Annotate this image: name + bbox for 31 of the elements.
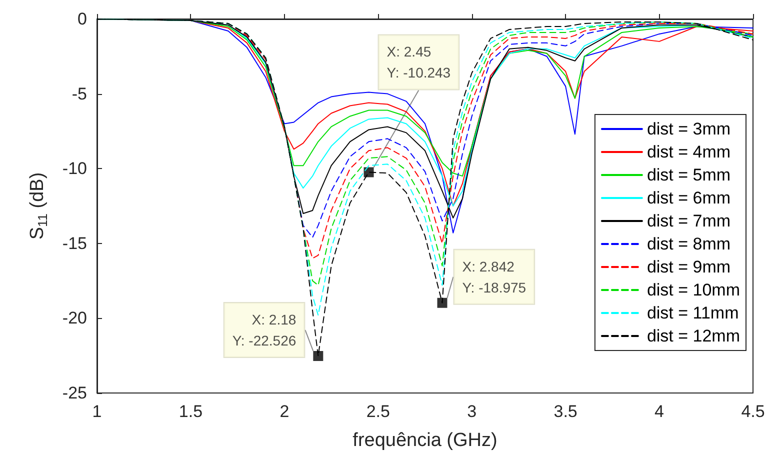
y-tick-label: -15 bbox=[62, 234, 87, 253]
legend-label: dist = 11mm bbox=[646, 304, 739, 322]
x-tick-label: 4.5 bbox=[741, 402, 765, 421]
x-tick-label: 4 bbox=[654, 402, 664, 421]
x-tick-label: 1.5 bbox=[178, 402, 203, 421]
legend-label: dist = 9mm bbox=[646, 258, 731, 276]
y-tick-label: -10 bbox=[62, 159, 87, 178]
legend-label: dist = 12mm bbox=[646, 326, 740, 346]
x-tick-label: 2.5 bbox=[366, 402, 390, 421]
y-tick-label: -20 bbox=[62, 308, 87, 328]
legend-label: dist = 10mm bbox=[646, 280, 740, 300]
legend-label: dist = 4mm bbox=[646, 142, 731, 162]
legend-label: dist = 5mm bbox=[646, 166, 731, 184]
legend-label: dist = 6mm bbox=[646, 188, 731, 208]
annotation: X: 2.18 Y: -22.526 bbox=[232, 311, 296, 348]
y-tick-label: -25 bbox=[62, 384, 87, 402]
point bbox=[437, 298, 448, 308]
x-tick-label: 3.5 bbox=[554, 402, 578, 421]
y-tick-label: -5 bbox=[72, 84, 87, 104]
annotation: X: 2.45 Y: -10.243 bbox=[386, 44, 451, 81]
y-tick-label: 0 bbox=[78, 10, 87, 28]
x-tick-label: 3 bbox=[467, 402, 477, 421]
x-tick-label: 2 bbox=[280, 402, 290, 421]
legend-label: dist = 8mm bbox=[646, 234, 731, 254]
point bbox=[313, 350, 324, 361]
annotation: X: 2.842 Y: -18.975 bbox=[462, 258, 526, 296]
y-axis-title: S11 (dB) bbox=[27, 172, 50, 240]
x-tick-label: 1 bbox=[92, 402, 102, 421]
legend-label: dist = 7mm bbox=[646, 212, 731, 230]
legend-label: dist = 3mm bbox=[646, 120, 731, 138]
x-axis-title: frequência (GHz) bbox=[352, 430, 498, 451]
